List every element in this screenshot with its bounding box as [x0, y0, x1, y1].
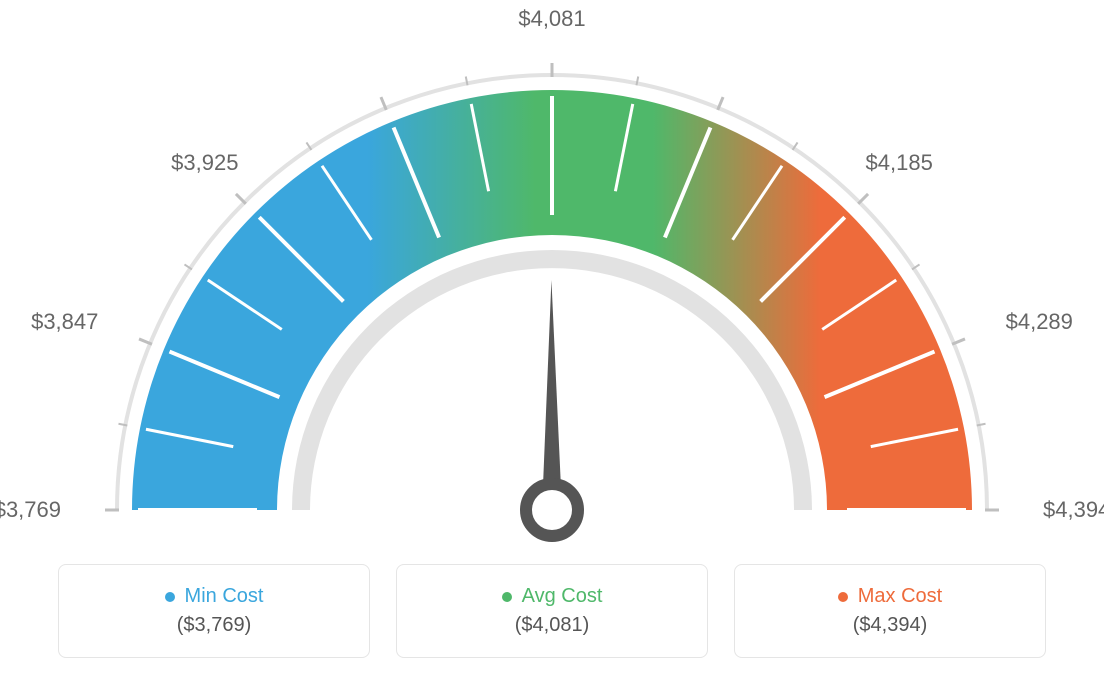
gauge-outer-tick: [236, 194, 246, 204]
legend-min-value: ($3,769): [177, 614, 252, 637]
legend-avg-title: Avg Cost: [522, 585, 603, 608]
legend-card-min: Min Cost ($3,769): [58, 564, 370, 658]
gauge-tick-label: $4,081: [518, 6, 585, 31]
gauge-tick-label: $3,769: [0, 497, 61, 522]
gauge-tick-label: $4,289: [1006, 309, 1073, 334]
gauge-needle-hub: [526, 484, 578, 536]
legend-row: Min Cost ($3,769) Avg Cost ($4,081) Max …: [0, 564, 1104, 658]
legend-avg-value: ($4,081): [515, 614, 590, 637]
legend-card-avg: Avg Cost ($4,081): [396, 564, 708, 658]
gauge-tick-label: $3,847: [31, 309, 98, 334]
legend-max-dot-icon: [838, 592, 848, 602]
gauge-chart: $3,769 $3,847 $3,925 $4,081 $4,185 $4,289 $4,3…: [0, 0, 1104, 560]
legend-max-title: Max Cost: [858, 585, 942, 608]
gauge-outer-tick: [858, 194, 868, 204]
legend-avg-title-row: Avg Cost: [502, 585, 603, 608]
legend-min-title-row: Min Cost: [165, 585, 264, 608]
gauge-tick-label: $3,925: [171, 150, 238, 175]
legend-max-title-row: Max Cost: [838, 585, 942, 608]
legend-max-value: ($4,394): [853, 614, 928, 637]
legend-min-dot-icon: [165, 592, 175, 602]
legend-min-title: Min Cost: [185, 585, 264, 608]
legend-card-max: Max Cost ($4,394): [734, 564, 1046, 658]
gauge-needle: [542, 280, 562, 510]
legend-avg-dot-icon: [502, 592, 512, 602]
gauge-tick-label: $4,185: [866, 150, 933, 175]
gauge-tick-label: $4,394: [1043, 497, 1104, 522]
gauge-svg: $3,769 $3,847 $3,925 $4,081 $4,185 $4,289 $4,3…: [0, 0, 1104, 560]
